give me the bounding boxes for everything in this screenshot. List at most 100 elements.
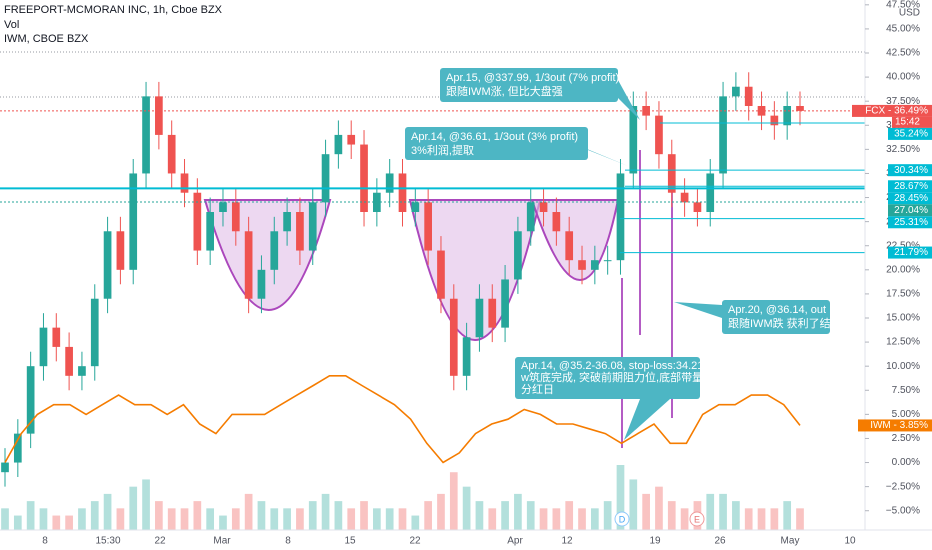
y-tick-label: −2.50%	[886, 481, 920, 492]
volume-bar	[155, 501, 163, 530]
candle-body	[13, 433, 22, 463]
candle-body	[603, 260, 612, 262]
volume-bar	[565, 501, 574, 530]
level-tag	[888, 127, 932, 140]
y-tick-label: 32.50%	[886, 144, 920, 155]
x-tick-label: 8	[285, 536, 291, 547]
candle-body	[385, 173, 394, 193]
y-tick-label: 45.00%	[886, 24, 920, 35]
candle-body	[424, 202, 432, 251]
volume-bar	[308, 501, 317, 530]
volume-bar	[719, 493, 727, 530]
callout-box	[515, 357, 700, 399]
candle-body	[321, 154, 330, 203]
volume-bar	[526, 501, 535, 530]
candle-body	[347, 134, 356, 145]
candle-body	[129, 173, 138, 270]
callout-pointer	[674, 302, 722, 318]
volume-bar	[347, 508, 356, 530]
volume-bar	[757, 508, 766, 530]
volume-bar	[744, 508, 753, 530]
volume-bar	[283, 508, 291, 530]
candle-body	[526, 202, 535, 232]
y-tick-label: 40.00%	[886, 72, 920, 83]
candle-body	[501, 279, 509, 328]
candle-body	[680, 192, 689, 203]
volume-bar	[244, 493, 253, 530]
candle-body	[334, 134, 343, 155]
level-tag	[888, 192, 932, 205]
x-tick-label: 19	[649, 536, 661, 547]
volume-bar	[13, 515, 22, 530]
volume-label: Vol	[4, 19, 19, 31]
x-tick-label: 26	[714, 536, 726, 547]
volume-bar	[321, 493, 330, 530]
candle-body	[283, 212, 291, 232]
level-tag	[888, 204, 932, 217]
candle-body	[462, 337, 471, 376]
candle-body	[514, 231, 522, 280]
callout-text: Apr.15, @337.99, 1/3out (7% profit)	[446, 72, 619, 84]
volume-bar	[590, 508, 599, 530]
candle-body	[770, 115, 779, 126]
candle-body	[655, 115, 663, 155]
candle-body	[578, 260, 586, 270]
candle-body	[308, 202, 317, 251]
level-tag	[888, 246, 932, 259]
candle-body	[360, 144, 368, 212]
volume-bar	[783, 501, 792, 530]
volume-bar	[373, 508, 381, 530]
volume-bar	[1, 508, 9, 530]
currency-label: USD	[899, 8, 920, 19]
y-tick-label: 5.00%	[892, 409, 920, 420]
volume-bar	[437, 493, 445, 530]
volume-bar	[449, 472, 458, 530]
candle-body	[732, 86, 740, 97]
volume-bar	[603, 501, 612, 530]
candle-body	[706, 173, 715, 212]
volume-bar	[552, 508, 561, 530]
callout-box	[405, 127, 588, 160]
grid	[0, 51, 865, 530]
y-tick-label: 22.50%	[886, 240, 920, 251]
event-label: E	[694, 514, 700, 524]
volume-bar	[616, 465, 625, 530]
candle-body	[193, 192, 202, 251]
x-tick-label: Apr	[507, 536, 523, 547]
volume-bar	[180, 508, 189, 530]
volume-bar	[514, 493, 522, 530]
volume-bar	[142, 479, 150, 530]
level-label: 28.45%	[894, 193, 928, 204]
candle-body	[796, 106, 804, 111]
candle-body	[142, 96, 150, 174]
volume-bar	[257, 501, 266, 530]
candle-body	[629, 106, 638, 174]
level-label: 27.04%	[894, 205, 928, 216]
volume-bar	[385, 508, 394, 530]
volume-bar	[398, 508, 407, 530]
candle-body	[719, 96, 727, 174]
candle-body	[26, 366, 35, 434]
candle-body	[1, 462, 9, 473]
x-tick-label: 22	[409, 536, 421, 547]
volume-bar	[667, 501, 676, 530]
volume-bar	[424, 501, 432, 530]
volume-bar	[578, 508, 586, 530]
candle-body	[244, 231, 253, 299]
candle-body	[52, 327, 61, 347]
volume-bar	[462, 486, 471, 530]
event-marker	[689, 511, 705, 527]
x-tick-label: 12	[561, 536, 573, 547]
volume-bar	[488, 508, 497, 530]
volume-bar	[270, 508, 279, 530]
candle-body	[257, 269, 266, 299]
volume-bar	[796, 508, 804, 530]
x-tick-label: 8	[42, 536, 48, 547]
volume-bar	[539, 508, 548, 530]
volume-bar	[629, 479, 638, 530]
candle-body	[693, 202, 702, 212]
candle-body	[437, 250, 445, 299]
volume-bar	[501, 501, 509, 530]
candle-body	[590, 260, 599, 270]
callout-text: 分红日	[521, 383, 554, 396]
